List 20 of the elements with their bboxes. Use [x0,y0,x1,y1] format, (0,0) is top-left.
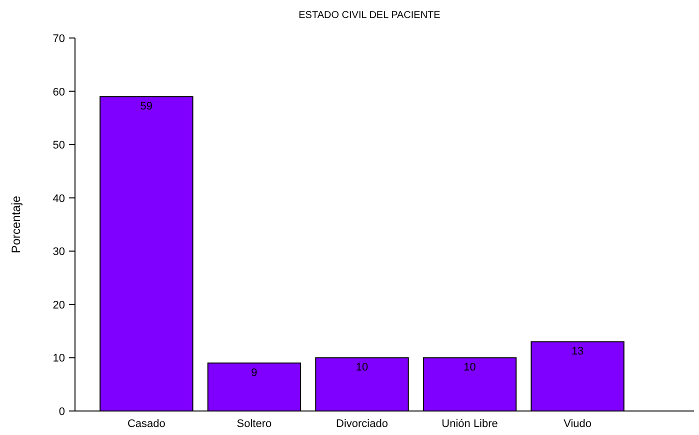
chart-title: ESTADO CIVIL DEL PACIENTE [298,10,441,21]
data-label: 10 [464,362,476,374]
data-label: 13 [571,346,584,358]
data-label: 9 [251,367,258,380]
y-tick-label: 30 [52,246,65,258]
y-tick-label: 40 [52,192,65,205]
x-tick-label: Soltero [236,418,272,430]
y-tick-label: 50 [52,140,65,152]
x-tick-label: Casado [127,418,166,430]
data-label: 10 [356,362,368,374]
y-tick-label: 10 [52,352,65,365]
y-axis-title: Porcentaje [9,195,23,254]
x-tick-label: Viudo [564,418,592,430]
x-tick-label: Divorciado [336,418,388,430]
y-tick-label: 60 [52,86,65,98]
x-tick-label: Unión Libre [442,418,498,430]
y-tick-label: 20 [52,299,65,312]
y-tick-label: 70 [52,33,65,45]
y-tick-label: 0 [58,406,65,418]
data-label: 59 [140,100,153,113]
